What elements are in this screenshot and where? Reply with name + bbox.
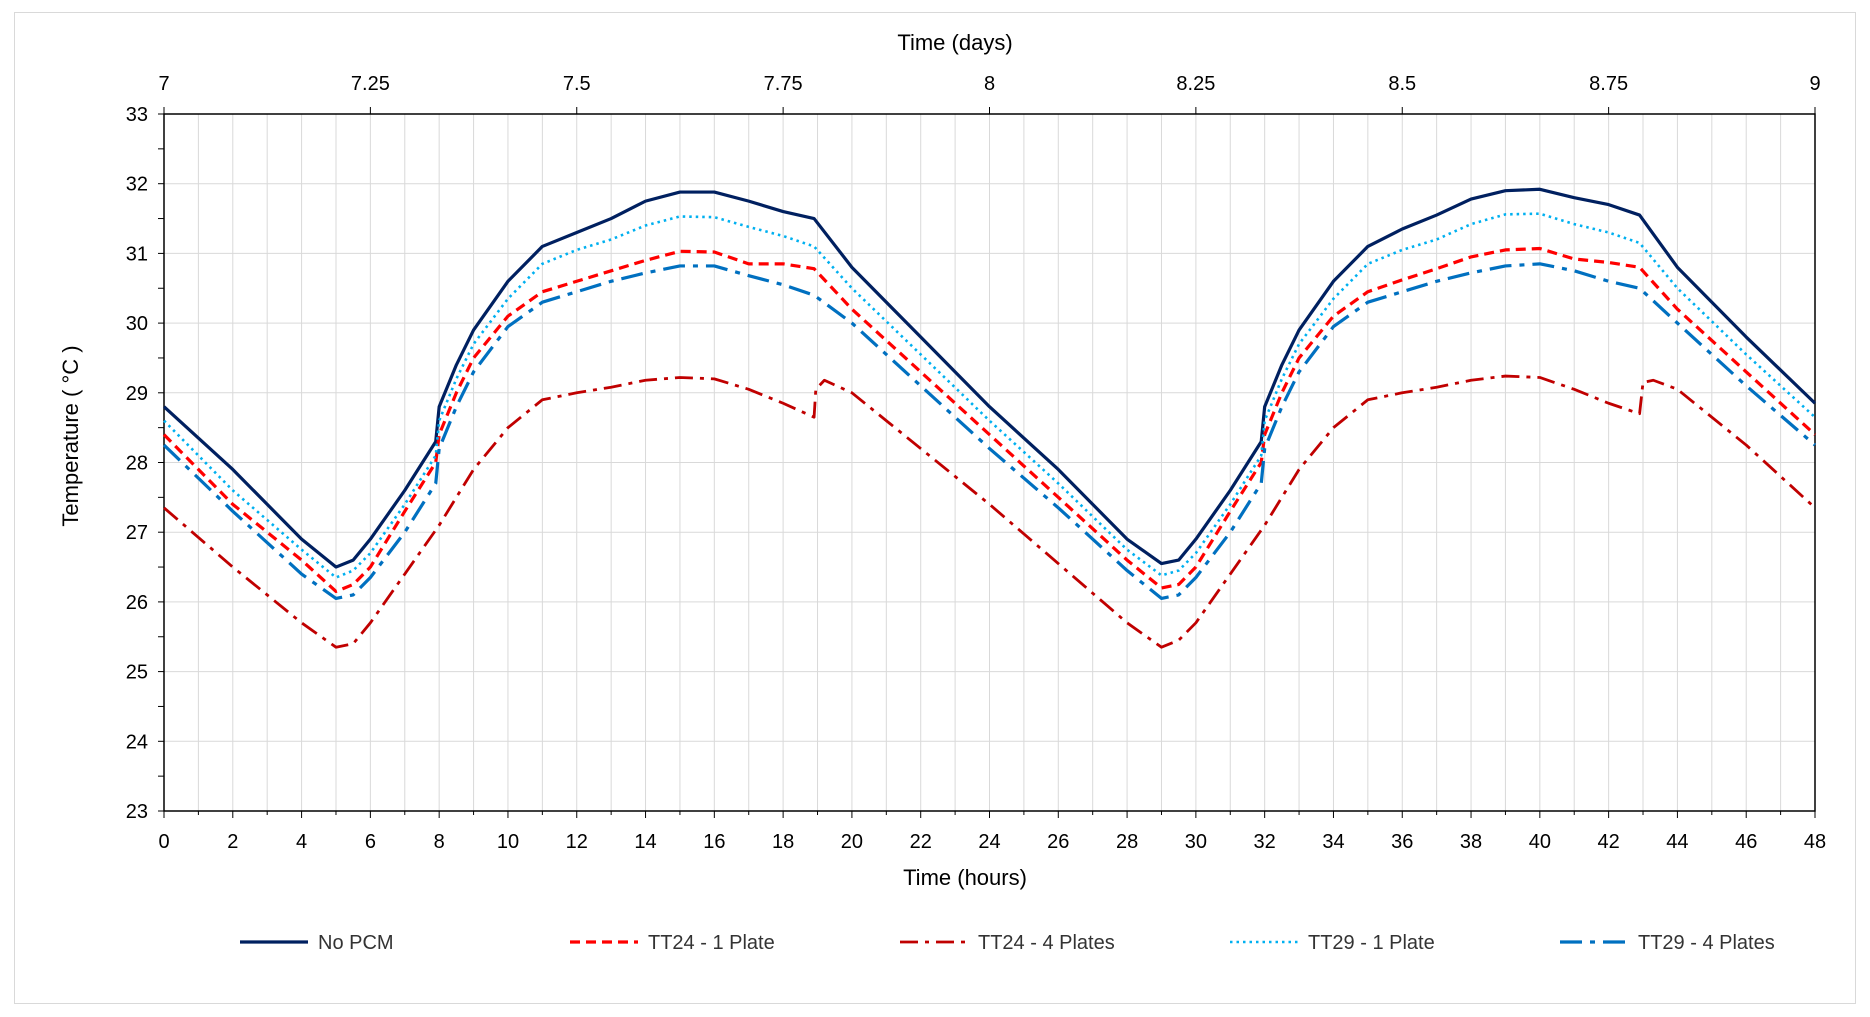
x-tick-label: 38 bbox=[1460, 831, 1482, 853]
x-tick-label: 46 bbox=[1735, 831, 1757, 853]
legend-label: TT24 - 4 Plates bbox=[978, 932, 1115, 954]
x-tick-label: 22 bbox=[910, 831, 932, 853]
y-tick-label: 31 bbox=[126, 243, 148, 265]
x-tick-label: 32 bbox=[1254, 831, 1276, 853]
x-tick-label: 36 bbox=[1391, 831, 1413, 853]
x2-tick-label: 8.5 bbox=[1388, 73, 1416, 95]
y-tick-label: 32 bbox=[126, 174, 148, 196]
x2-tick-label: 7 bbox=[158, 73, 169, 95]
x-tick-label: 18 bbox=[772, 831, 794, 853]
series-line-tt29-1-plate bbox=[163, 212, 1816, 579]
x-tick-label: 8 bbox=[434, 831, 445, 853]
x-tick-label: 16 bbox=[703, 831, 725, 853]
x-tick-label: 2 bbox=[227, 831, 238, 853]
x-tick-label: 14 bbox=[634, 831, 656, 853]
y-tick-label: 27 bbox=[126, 522, 148, 544]
x2-tick-label: 7.5 bbox=[563, 73, 591, 95]
x2-axis-title: Time (days) bbox=[897, 30, 1012, 55]
legend-label: TT24 - 1 Plate bbox=[648, 932, 775, 954]
x-tick-label: 4 bbox=[296, 831, 307, 853]
legend-label: TT29 - 4 Plates bbox=[1638, 932, 1775, 954]
y-tick-label: 30 bbox=[126, 313, 148, 335]
x2-tick-label: 8.25 bbox=[1176, 73, 1215, 95]
x-tick-label: 28 bbox=[1116, 831, 1138, 853]
x-tick-label: 12 bbox=[566, 831, 588, 853]
x-axis-title: Time (hours) bbox=[903, 865, 1027, 890]
x-tick-label: 40 bbox=[1529, 831, 1551, 853]
series-line-tt24-4-plates bbox=[163, 374, 1816, 649]
x2-tick-label: 7.75 bbox=[764, 73, 803, 95]
series-lines bbox=[162, 187, 1817, 649]
axes bbox=[158, 107, 1816, 818]
series-line-no-pcm bbox=[162, 187, 1817, 569]
legend-label: TT29 - 1 Plate bbox=[1308, 932, 1435, 954]
x2-tick-label: 8.75 bbox=[1589, 73, 1628, 95]
legend: No PCM TT24 - 1 Plate TT24 - 4 Plates TT29 … bbox=[240, 932, 1775, 954]
x-tick-label: 10 bbox=[497, 831, 519, 853]
x2-tick-label: 7.25 bbox=[351, 73, 390, 95]
x-tick-label: 34 bbox=[1322, 831, 1344, 853]
y-axis-title: Temperature ( °C ) bbox=[58, 345, 83, 526]
x-tick-label: 30 bbox=[1185, 831, 1207, 853]
legend-label: No PCM bbox=[318, 932, 394, 954]
x-tick-label: 48 bbox=[1804, 831, 1826, 853]
x-tick-label: 6 bbox=[365, 831, 376, 853]
x-tick-label: 26 bbox=[1047, 831, 1069, 853]
x-tick-label: 42 bbox=[1598, 831, 1620, 853]
x-tick-label: 20 bbox=[841, 831, 863, 853]
y-tick-label: 29 bbox=[126, 383, 148, 405]
x2-tick-label: 9 bbox=[1809, 73, 1820, 95]
x2-tick-label: 8 bbox=[984, 73, 995, 95]
y-tick-label: 23 bbox=[126, 801, 148, 823]
chart-frame bbox=[14, 12, 1856, 1004]
series-line-tt29-4-plates bbox=[162, 262, 1817, 601]
y-tick-label: 33 bbox=[126, 104, 148, 126]
y-tick-label: 26 bbox=[126, 592, 148, 614]
y-tick-label: 25 bbox=[126, 662, 148, 684]
y-tick-label: 24 bbox=[126, 731, 148, 753]
x-tick-label: 44 bbox=[1666, 831, 1688, 853]
gridlines bbox=[163, 113, 1816, 812]
x-tick-label: 24 bbox=[978, 831, 1000, 853]
x-tick-label: 0 bbox=[158, 831, 169, 853]
y-tick-label: 28 bbox=[126, 453, 148, 475]
